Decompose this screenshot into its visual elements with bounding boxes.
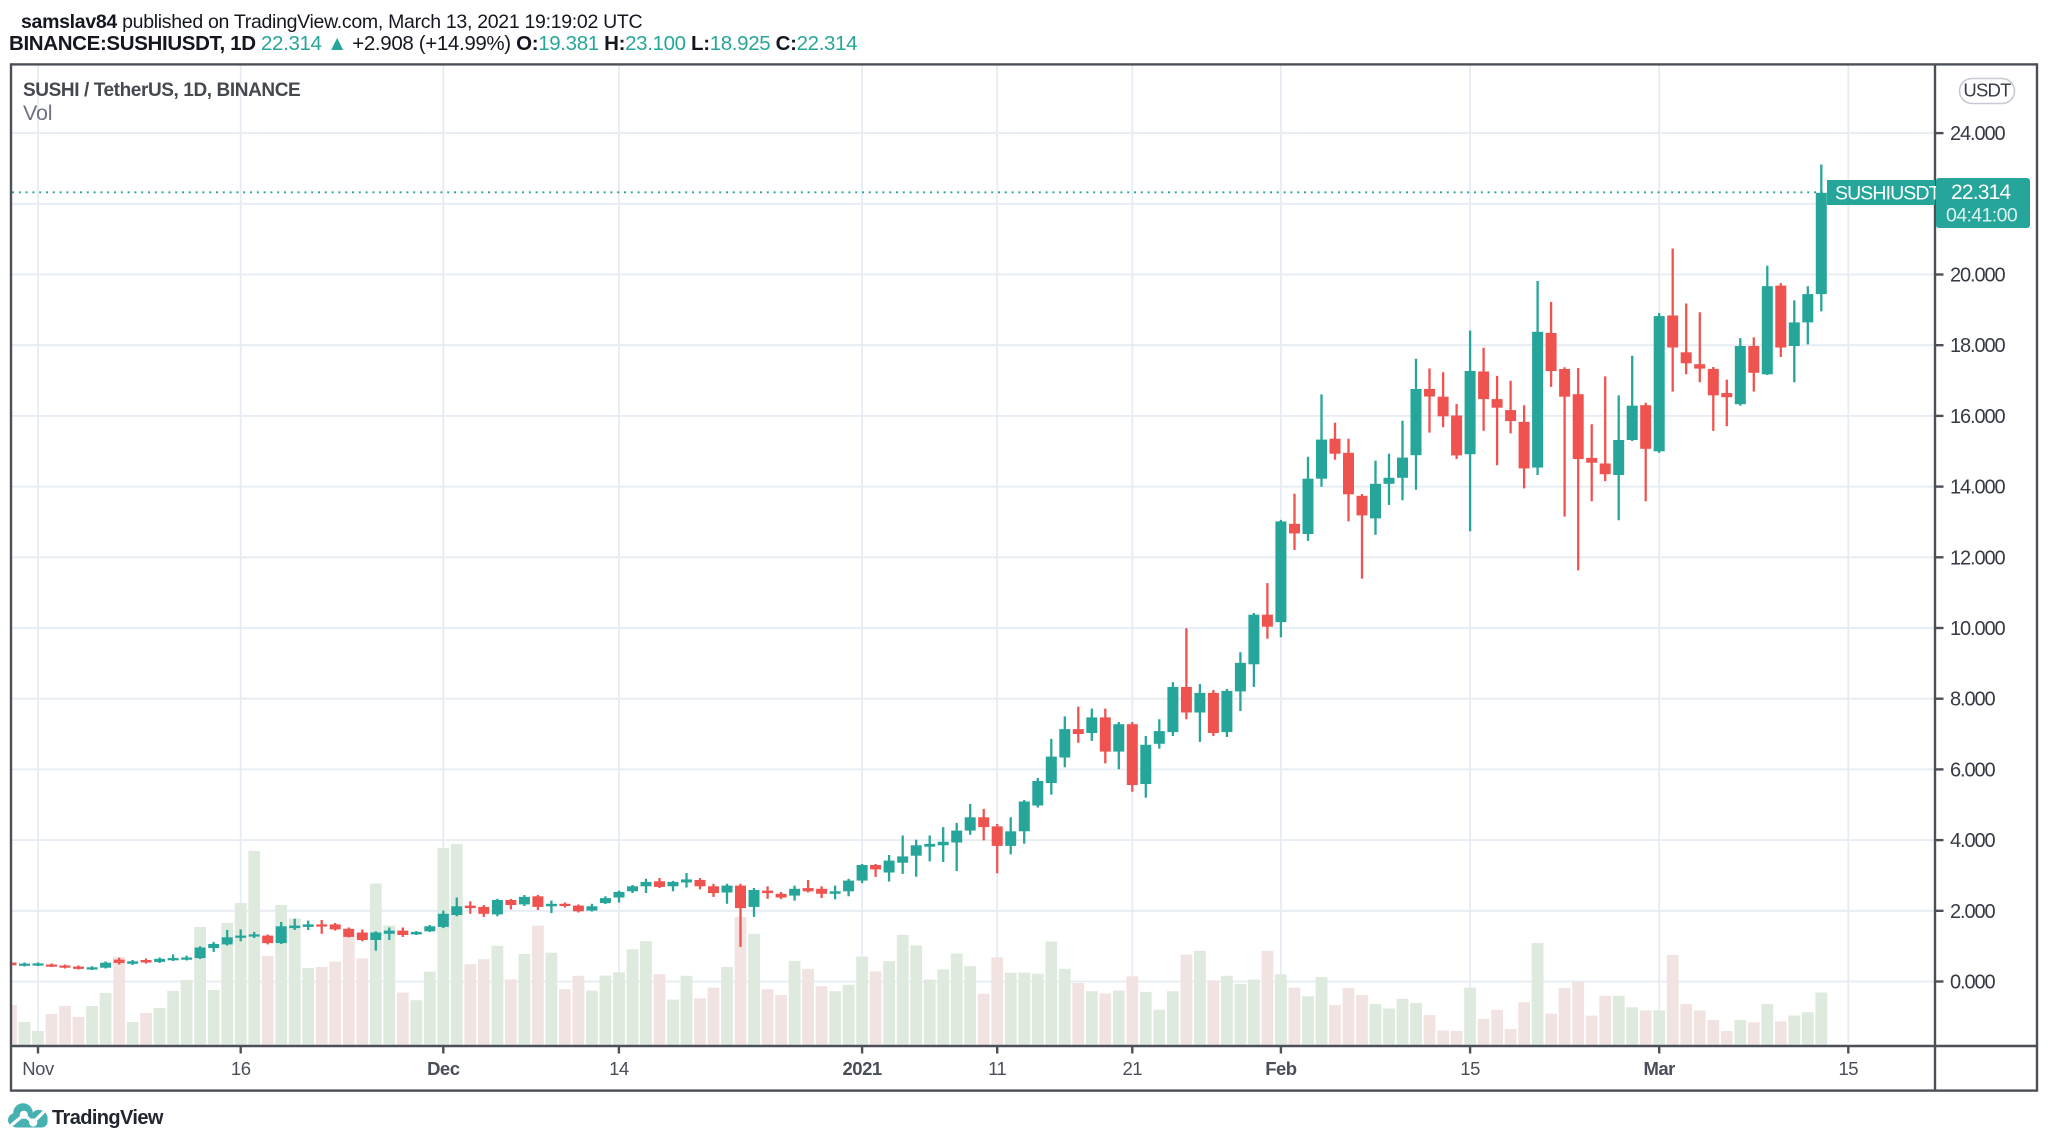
svg-text:14.000: 14.000 bbox=[1950, 477, 2006, 499]
svg-text:15: 15 bbox=[1460, 1058, 1480, 1079]
svg-text:SUSHIUSDT: SUSHIUSDT bbox=[1835, 183, 1941, 205]
svg-text:Vol: Vol bbox=[23, 101, 52, 125]
svg-text:21: 21 bbox=[1123, 1058, 1143, 1079]
svg-text:BINANCE:SUSHIUSDT, 1D 22.314 ▲: BINANCE:SUSHIUSDT, 1D 22.314 ▲ +2.908 (+… bbox=[9, 32, 857, 55]
svg-text:24.000: 24.000 bbox=[1950, 123, 2006, 145]
svg-text:18.000: 18.000 bbox=[1950, 335, 2006, 357]
svg-text:15: 15 bbox=[1839, 1058, 1859, 1079]
svg-text:2021: 2021 bbox=[843, 1058, 882, 1079]
svg-text:8.000: 8.000 bbox=[1950, 689, 1996, 711]
svg-text:Feb: Feb bbox=[1265, 1058, 1297, 1079]
svg-text:16.000: 16.000 bbox=[1950, 406, 2006, 428]
svg-text:16: 16 bbox=[231, 1058, 251, 1079]
svg-text:Dec: Dec bbox=[427, 1058, 460, 1079]
svg-text:12.000: 12.000 bbox=[1950, 547, 2006, 569]
svg-text:04:41:00: 04:41:00 bbox=[1946, 205, 2018, 227]
svg-text:20.000: 20.000 bbox=[1950, 265, 2006, 287]
svg-text:10.000: 10.000 bbox=[1950, 618, 2006, 640]
svg-text:SUSHI / TetherUS, 1D, BINANCE: SUSHI / TetherUS, 1D, BINANCE bbox=[23, 80, 300, 101]
svg-text:22.314: 22.314 bbox=[1951, 181, 2012, 204]
svg-text:0.000: 0.000 bbox=[1950, 972, 1996, 994]
svg-text:6.000: 6.000 bbox=[1950, 759, 1996, 781]
svg-text:Nov: Nov bbox=[22, 1058, 55, 1079]
svg-text:11: 11 bbox=[988, 1058, 1006, 1079]
svg-text:2.000: 2.000 bbox=[1950, 901, 1996, 923]
svg-text:4.000: 4.000 bbox=[1950, 830, 1996, 852]
svg-text:Mar: Mar bbox=[1643, 1058, 1675, 1079]
svg-text:14: 14 bbox=[609, 1058, 629, 1079]
svg-text:samslav84 published on Trading: samslav84 published on TradingView.com, … bbox=[21, 11, 643, 33]
svg-text:TradingView: TradingView bbox=[52, 1107, 164, 1129]
svg-text:USDT: USDT bbox=[1963, 80, 2011, 101]
